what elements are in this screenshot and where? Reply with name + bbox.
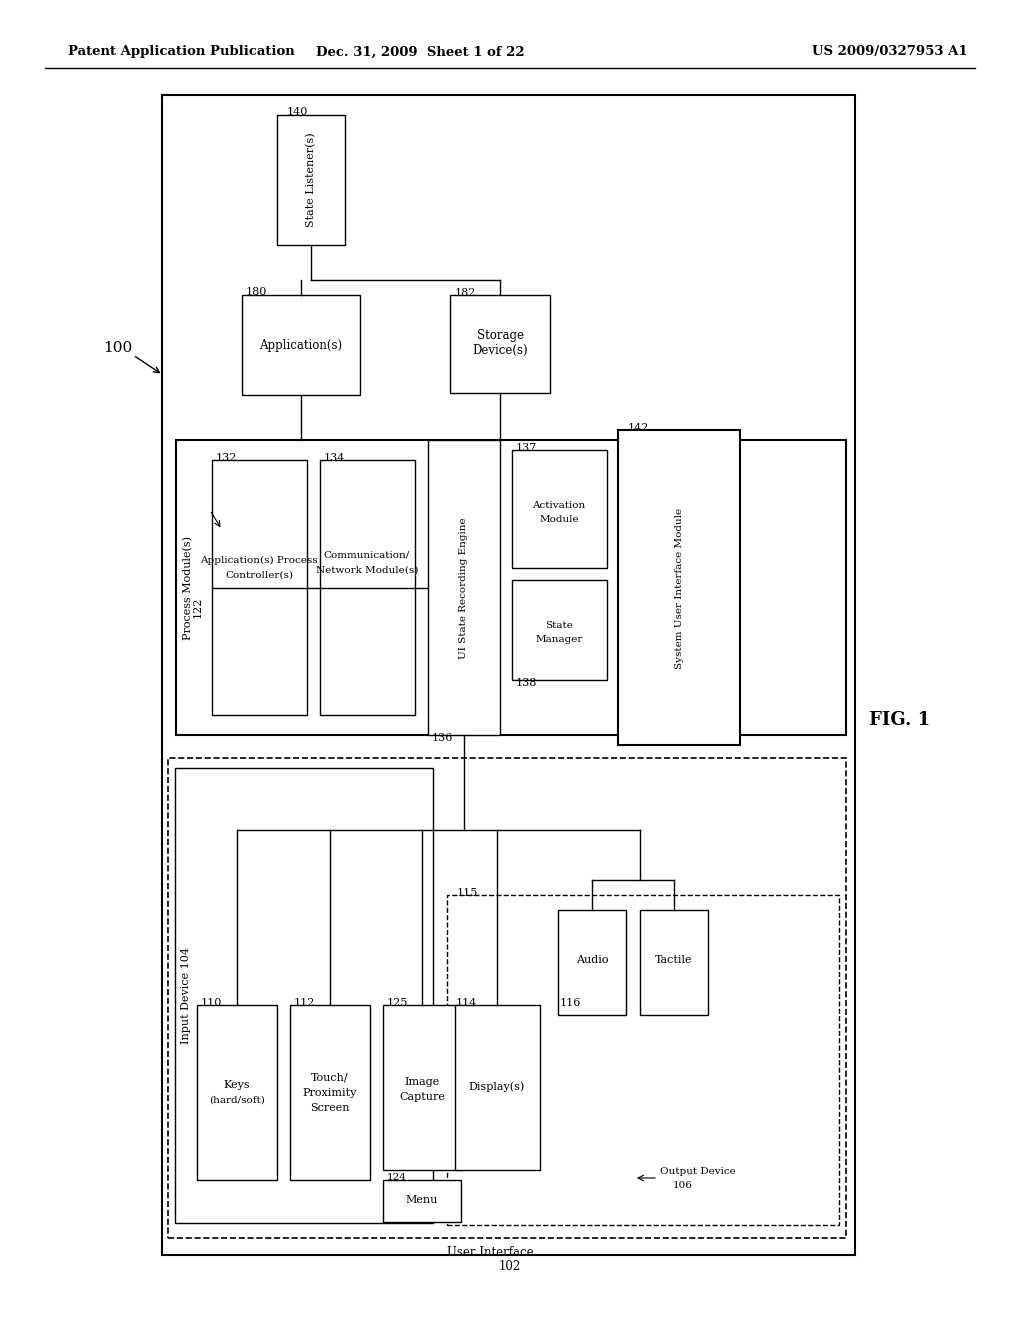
Text: 124: 124	[387, 1173, 407, 1183]
Text: Module: Module	[540, 516, 579, 524]
Bar	[618, 430, 740, 744]
Bar	[450, 294, 550, 393]
Text: 122: 122	[193, 597, 203, 618]
Bar	[512, 579, 607, 680]
Bar	[383, 1005, 461, 1170]
Bar	[319, 459, 415, 715]
Text: 182: 182	[455, 288, 476, 298]
Bar	[242, 294, 360, 395]
Text: FIG. 1: FIG. 1	[869, 711, 931, 729]
Text: (hard/soft): (hard/soft)	[209, 1096, 265, 1105]
Bar	[290, 1005, 370, 1180]
Text: Device(s): Device(s)	[472, 343, 527, 356]
Text: Output Device: Output Device	[660, 1167, 736, 1176]
Text: State Listener(s): State Listener(s)	[306, 133, 316, 227]
Bar	[447, 895, 839, 1225]
Text: Input Device 104: Input Device 104	[181, 946, 191, 1044]
Text: 102: 102	[499, 1259, 521, 1272]
Text: Capture: Capture	[399, 1092, 445, 1102]
Text: 110: 110	[201, 998, 222, 1008]
Text: Dec. 31, 2009  Sheet 1 of 22: Dec. 31, 2009 Sheet 1 of 22	[315, 45, 524, 58]
Text: User Interface: User Interface	[446, 1246, 534, 1258]
Text: 116: 116	[560, 998, 582, 1008]
Bar	[455, 1005, 540, 1170]
Text: 180: 180	[246, 286, 267, 297]
Text: Manager: Manager	[536, 635, 583, 644]
Text: Storage: Storage	[476, 329, 523, 342]
Bar	[278, 115, 345, 246]
Text: Communication/: Communication/	[324, 550, 411, 560]
Text: 140: 140	[287, 107, 308, 117]
Text: 138: 138	[516, 678, 538, 688]
Text: 136: 136	[432, 733, 454, 743]
Text: 114: 114	[456, 998, 477, 1008]
Text: 125: 125	[387, 998, 409, 1008]
Text: Activation: Activation	[532, 500, 586, 510]
Text: Touch/: Touch/	[311, 1073, 349, 1082]
Text: 115: 115	[457, 888, 478, 898]
Text: State: State	[545, 620, 573, 630]
Text: Audio: Audio	[575, 954, 608, 965]
Text: Process Module(s): Process Module(s)	[183, 536, 194, 640]
Text: Screen: Screen	[310, 1104, 350, 1113]
Text: Display(s): Display(s)	[469, 1081, 525, 1092]
Bar	[212, 459, 307, 715]
Text: UI State Recording Engine: UI State Recording Engine	[460, 517, 469, 659]
Text: US 2009/0327953 A1: US 2009/0327953 A1	[812, 45, 968, 58]
Bar	[168, 758, 846, 1238]
Bar	[197, 1005, 278, 1180]
Bar	[640, 909, 708, 1015]
Bar	[176, 440, 846, 735]
Text: Proximity: Proximity	[303, 1088, 357, 1098]
Text: Keys: Keys	[223, 1080, 250, 1090]
Bar	[512, 450, 607, 568]
Text: Application(s) Process: Application(s) Process	[200, 556, 317, 565]
Text: Image: Image	[404, 1077, 439, 1086]
Text: 134: 134	[324, 453, 345, 463]
Text: System User Interface Module: System User Interface Module	[675, 507, 683, 668]
Text: 112: 112	[294, 998, 315, 1008]
Text: Application(s): Application(s)	[259, 338, 343, 351]
Text: Menu: Menu	[406, 1195, 438, 1205]
Text: 132: 132	[216, 453, 238, 463]
Text: Network Module(s): Network Module(s)	[315, 565, 418, 574]
Text: 106: 106	[673, 1180, 693, 1189]
Bar	[175, 768, 433, 1224]
Text: 142: 142	[628, 422, 649, 433]
Bar	[383, 1180, 461, 1222]
Bar	[428, 440, 500, 735]
Text: Controller(s): Controller(s)	[225, 570, 293, 579]
Bar	[558, 909, 626, 1015]
Text: 100: 100	[103, 341, 133, 355]
Text: Patent Application Publication: Patent Application Publication	[68, 45, 295, 58]
Text: Tactile: Tactile	[655, 954, 693, 965]
Bar	[162, 95, 855, 1255]
Text: 137: 137	[516, 444, 538, 453]
